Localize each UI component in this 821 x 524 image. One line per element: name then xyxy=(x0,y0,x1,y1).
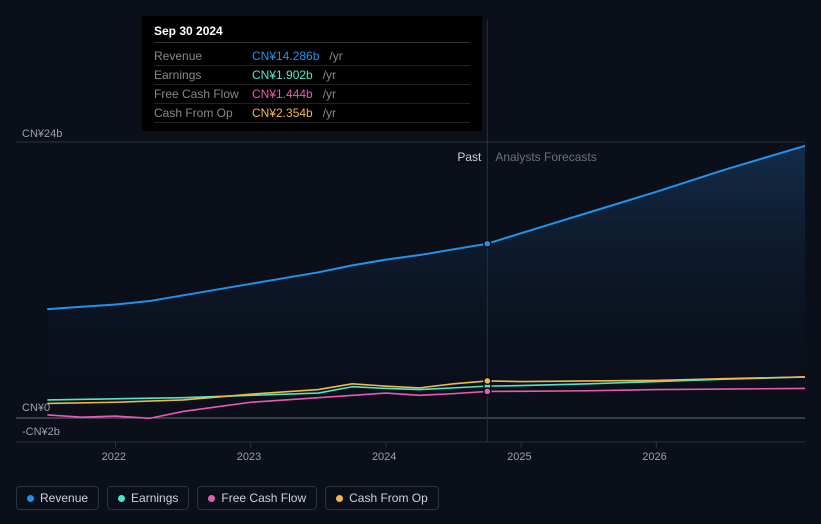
x-axis-tick-label: 2026 xyxy=(642,451,666,463)
tooltip-date: Sep 30 2024 xyxy=(154,24,470,43)
y-axis-label-top: CN¥24b xyxy=(22,128,62,140)
tooltip-row-unit: /yr xyxy=(323,68,336,82)
tooltip-row-unit: /yr xyxy=(323,87,336,101)
legend-item-label: Free Cash Flow xyxy=(221,491,306,505)
legend-item-label: Earnings xyxy=(131,491,178,505)
legend-item-label: Cash From Op xyxy=(349,491,428,505)
legend-dot-icon xyxy=(208,495,215,502)
x-axis-tick-label: 2024 xyxy=(372,451,396,463)
tooltip-row-label: Cash From Op xyxy=(154,106,244,120)
tooltip-row: Free Cash Flow CN¥1.444b/yr xyxy=(154,85,470,104)
tooltip-row: Revenue CN¥14.286b/yr xyxy=(154,47,470,66)
past-section-label: Past xyxy=(457,150,481,164)
forecast-section-label: Analysts Forecasts xyxy=(495,150,596,164)
legend-item-earnings[interactable]: Earnings xyxy=(107,486,189,510)
legend-item-label: Revenue xyxy=(40,491,88,505)
legend-dot-icon xyxy=(27,495,34,502)
tooltip-row-label: Free Cash Flow xyxy=(154,87,244,101)
legend-item-cash-from-op[interactable]: Cash From Op xyxy=(325,486,439,510)
tooltip-row-value: CN¥1.444b xyxy=(252,87,313,101)
chart-tooltip: Sep 30 2024 RevenueCN¥14.286b/yrEarnings… xyxy=(142,16,482,131)
x-axis-tick-label: 2022 xyxy=(102,451,126,463)
tooltip-row-value: CN¥2.354b xyxy=(252,106,313,120)
x-axis-tick-label: 2025 xyxy=(507,451,531,463)
legend-item-free-cash-flow[interactable]: Free Cash Flow xyxy=(197,486,317,510)
y-axis-label-bottom: -CN¥2b xyxy=(22,426,60,438)
legend-dot-icon xyxy=(336,495,343,502)
tooltip-row-value: CN¥14.286b xyxy=(252,49,319,63)
tooltip-row-unit: /yr xyxy=(329,49,342,63)
tooltip-row-unit: /yr xyxy=(323,106,336,120)
chart-legend: Revenue Earnings Free Cash Flow Cash From O… xyxy=(16,486,439,510)
legend-item-revenue[interactable]: Revenue xyxy=(16,486,99,510)
x-axis-tick-label: 2023 xyxy=(237,451,261,463)
y-axis-label-zero: CN¥0 xyxy=(22,402,50,414)
tooltip-row-label: Earnings xyxy=(154,68,244,82)
tooltip-row-label: Revenue xyxy=(154,49,244,63)
tooltip-row: Cash From Op CN¥2.354b/yr xyxy=(154,104,470,123)
legend-dot-icon xyxy=(118,495,125,502)
tooltip-row: Earnings CN¥1.902b/yr xyxy=(154,66,470,85)
tooltip-row-value: CN¥1.902b xyxy=(252,68,313,82)
